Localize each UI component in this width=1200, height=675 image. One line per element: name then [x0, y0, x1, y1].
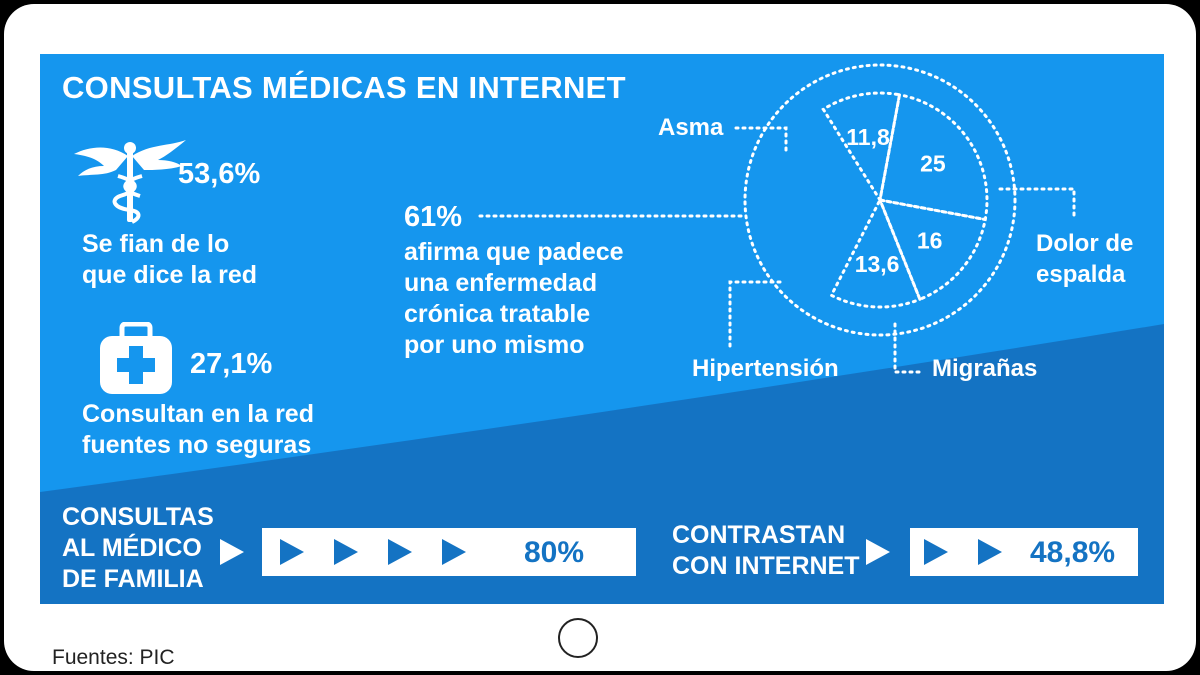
source-note: Fuentes: PIC — [52, 646, 175, 669]
dolor-leader-line — [998, 187, 1076, 218]
stat-trust-line-1: Se fian de lo — [82, 230, 230, 258]
label-asma: Asma — [658, 114, 724, 141]
bar-family-line-3: DE FAMILIA — [62, 565, 204, 593]
bar-internet-value: 48,8% — [1030, 536, 1116, 569]
chronic-text: afirma que padece una enfermedad crónica… — [404, 237, 624, 361]
bar-family-doctor-label: CONSULTAS AL MÉDICO DE FAMILIA — [62, 502, 214, 595]
arrow-icon — [442, 539, 466, 565]
stat-trust-text: Se fian de lo que dice la red — [82, 229, 257, 291]
hipertension-leader-line — [728, 280, 782, 352]
label-dolor-espalda: Dolor de espalda — [1036, 228, 1133, 290]
asma-leader-line — [734, 126, 788, 156]
tablet-frame: CONSULTAS MÉDICAS EN INTERNET 53,6% Se f… — [4, 4, 1196, 671]
chronic-line-1: afirma que padece — [404, 238, 624, 266]
pie-slice — [821, 91, 902, 205]
bar-internet-line-1: CONTRASTAN — [672, 521, 846, 549]
bar-internet: 48,8% — [910, 528, 1138, 576]
chronic-line-4: por uno mismo — [404, 331, 585, 359]
label-hipertension: Hipertensión — [692, 355, 839, 382]
page-title: CONSULTAS MÉDICAS EN INTERNET — [62, 70, 626, 105]
stat-trust-line-2: que dice la red — [82, 261, 258, 289]
chronic-value: 61% — [404, 201, 463, 233]
pie-value-label: 13,6 — [855, 251, 900, 277]
bar-family-doctor-value: 80% — [524, 536, 585, 569]
caduceus-icon — [74, 140, 186, 224]
pie-slice — [878, 93, 989, 222]
bar-family-doctor: 80% — [262, 528, 636, 576]
arrow-icon — [866, 539, 890, 565]
bar-internet-label: CONTRASTAN CON INTERNET — [672, 520, 860, 582]
label-migranas: Migrañas — [932, 355, 1038, 382]
medical-kit-icon — [100, 322, 172, 394]
arrow-icon — [978, 539, 1002, 565]
pie-value-labels: 11,8 25 16 13,6 — [846, 124, 946, 277]
pie-slice — [829, 196, 922, 309]
label-dolor-line-2: espalda — [1036, 261, 1126, 288]
pie-value-label: 25 — [920, 151, 946, 177]
stat-unsafe-line-2: fuentes no seguras — [82, 431, 312, 459]
bar-internet-line-2: CON INTERNET — [672, 552, 860, 580]
pie-value-label: 16 — [917, 228, 943, 254]
stat-trust-value: 53,6% — [178, 158, 261, 190]
stat-unsafe-text: Consultan en la red fuentes no seguras — [82, 399, 314, 461]
stat-unsafe-value: 27,1% — [190, 348, 273, 380]
pie-leader-lines — [478, 126, 1076, 374]
arrow-icon — [388, 539, 412, 565]
pie-slice — [877, 198, 987, 302]
pie-chart: 11,8 25 16 13,6 — [478, 63, 1076, 374]
arrow-icon — [220, 539, 244, 565]
label-dolor-line-1: Dolor de — [1036, 230, 1134, 257]
pie-slices — [743, 63, 1017, 337]
pie-outer-ring — [743, 63, 1017, 337]
bar-family-line-2: AL MÉDICO — [62, 534, 202, 562]
bar-family-line-1: CONSULTAS — [62, 503, 214, 531]
migranas-leader-line — [893, 322, 922, 374]
chronic-line-3: crónica tratable — [404, 300, 591, 328]
infographic-screen: CONSULTAS MÉDICAS EN INTERNET 53,6% Se f… — [40, 54, 1164, 604]
arrow-icon — [334, 539, 358, 565]
stat-unsafe-line-1: Consultan en la red — [82, 400, 314, 428]
arrow-icon — [924, 539, 948, 565]
arrow-icon — [280, 539, 304, 565]
chronic-line-2: una enfermedad — [404, 269, 598, 297]
home-button[interactable] — [558, 618, 598, 658]
pie-value-label: 11,8 — [846, 124, 890, 150]
